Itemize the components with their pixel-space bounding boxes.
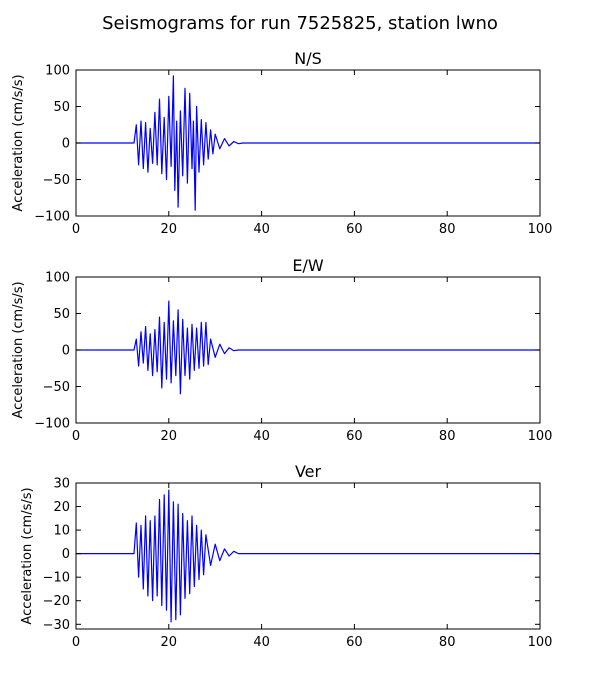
- x-tick-label: 40: [253, 635, 270, 650]
- panel-ver: Ver 0 20 40 60 80 100 −30 −20 −10 0 10 20 30 Accelerat…: [20, 462, 552, 650]
- y-tick-label: 100: [45, 64, 70, 79]
- x-tick-label: 20: [161, 222, 178, 237]
- y-tick-label: −50: [43, 173, 70, 188]
- panel-title-ver: Ver: [295, 462, 322, 481]
- y-tick-label: −100: [34, 210, 70, 225]
- x-tick-label: 100: [528, 222, 553, 237]
- figure-title: Seismograms for run 7525825, station lwn…: [102, 13, 498, 34]
- axes-frame-ver: [75, 482, 541, 630]
- y-tick-label: 50: [53, 307, 70, 322]
- panel-ns: N/S 0 20 40 60 80 100 −100 −50 0 50 100 Acceleration…: [11, 49, 552, 237]
- y-tick-label: −10: [43, 571, 70, 586]
- x-tick-label: 80: [439, 222, 456, 237]
- y-tick-label: −30: [43, 618, 70, 633]
- x-tick-label: 100: [528, 635, 553, 650]
- y-tick-label: 0: [62, 344, 70, 359]
- y-tick-label: 50: [53, 100, 70, 115]
- x-tick-label: 60: [346, 222, 363, 237]
- y-tick-label: 0: [62, 137, 70, 152]
- trace-ns: [76, 75, 540, 211]
- x-tick-label: 40: [253, 222, 270, 237]
- y-tick-label: −20: [43, 594, 70, 609]
- x-tick-label: 80: [439, 635, 456, 650]
- panel-title-ns: N/S: [294, 49, 322, 68]
- trace-ew: [76, 300, 540, 395]
- x-tick-label: 80: [439, 429, 456, 444]
- x-tick-label: 20: [161, 635, 178, 650]
- x-tick-label: 100: [528, 429, 553, 444]
- y-axis-label-ew: Acceleration (cm/s/s): [11, 281, 26, 418]
- x-tick-label: 60: [346, 429, 363, 444]
- y-tick-label: −50: [43, 380, 70, 395]
- x-tick-label: 0: [72, 222, 80, 237]
- y-tick-label: 100: [45, 271, 70, 286]
- y-tick-label: 0: [62, 547, 70, 562]
- y-tick-label: 20: [53, 500, 70, 515]
- y-tick-label: 10: [53, 524, 70, 539]
- y-axis-label-ns: Acceleration (cm/s/s): [11, 74, 26, 211]
- x-tick-label: 0: [72, 635, 80, 650]
- y-tick-label: −100: [34, 417, 70, 432]
- panel-title-ew: E/W: [292, 256, 324, 275]
- panel-ew: E/W 0 20 40 60 80 100 −100 −50 0 50 100 Acceleration…: [11, 256, 552, 444]
- x-tick-label: 40: [253, 429, 270, 444]
- y-axis-label-ver: Acceleration (cm/s/s): [20, 487, 35, 624]
- trace-ver: [76, 489, 540, 623]
- x-tick-label: 0: [72, 429, 80, 444]
- y-tick-label: 30: [53, 477, 70, 492]
- x-tick-label: 60: [346, 635, 363, 650]
- x-tick-label: 20: [161, 429, 178, 444]
